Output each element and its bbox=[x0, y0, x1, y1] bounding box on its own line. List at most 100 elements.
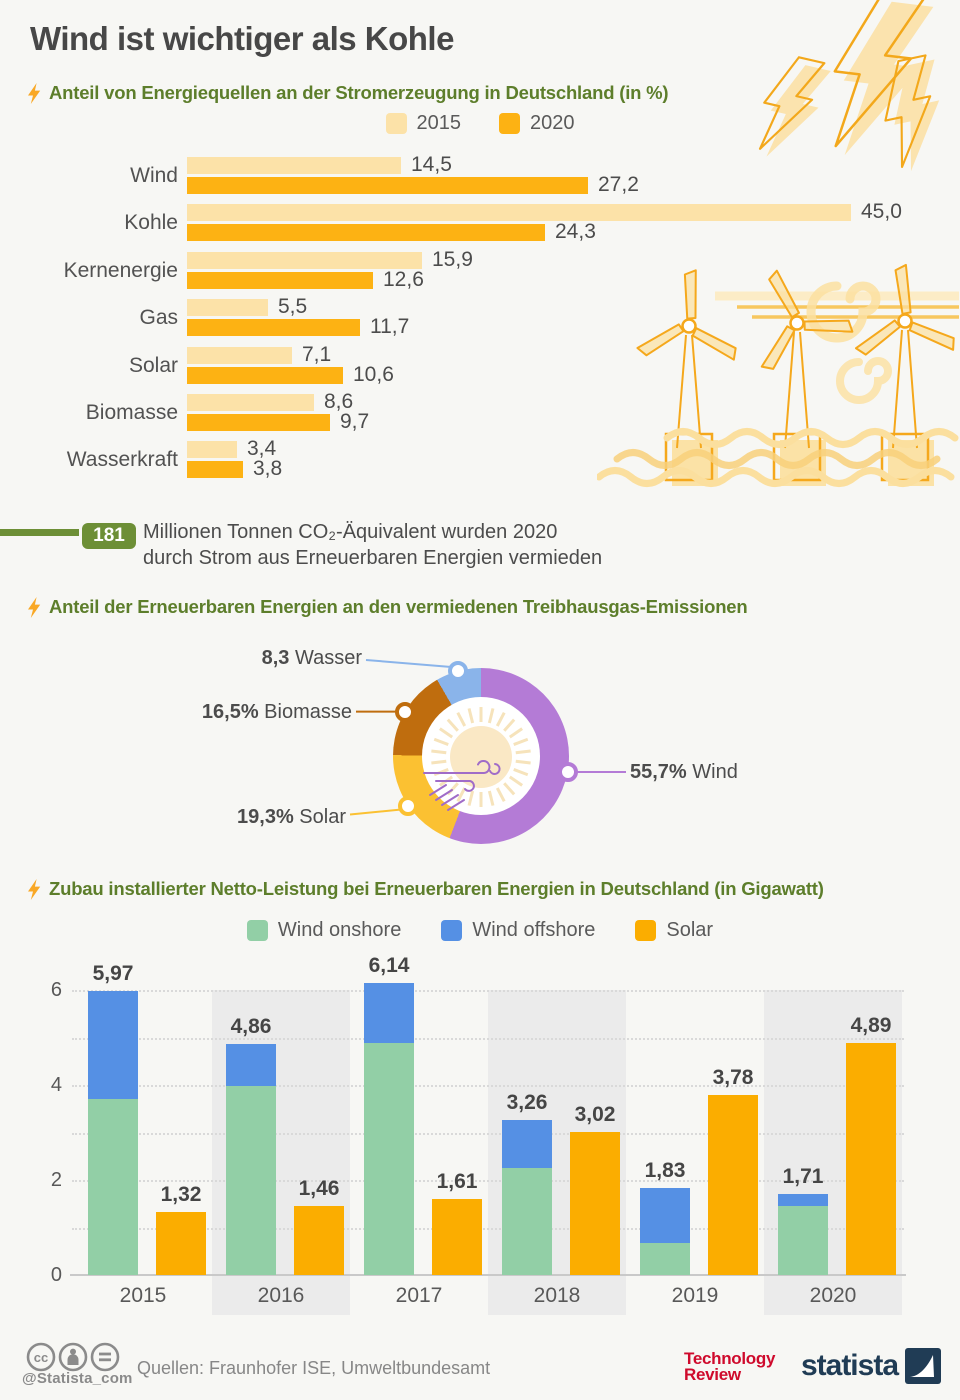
xtick-2017: 2017 bbox=[395, 1284, 443, 1307]
bar-wind-onshore-2019 bbox=[640, 1243, 690, 1275]
bar-value-label: 3,4 bbox=[247, 437, 277, 461]
bar-value-label: 7,1 bbox=[302, 342, 332, 366]
bar-2015-Wasserkraft bbox=[187, 441, 237, 459]
bar-2020-Solar bbox=[187, 366, 343, 384]
callout-value-badge: 181 bbox=[82, 523, 136, 549]
xtick-2020: 2020 bbox=[809, 1284, 857, 1307]
bar-2015-Solar bbox=[187, 346, 292, 364]
bar-wind-offshore-2016 bbox=[226, 1044, 276, 1086]
gridline-2 bbox=[72, 1180, 904, 1182]
bar-solar-2018 bbox=[570, 1131, 620, 1275]
category-label: Gas bbox=[139, 306, 178, 330]
bar-wind-onshore-2017 bbox=[364, 1043, 414, 1275]
donut-label-biomasse: 16,5% Biomasse bbox=[201, 700, 352, 723]
donut-label-solar: 19,3% Solar bbox=[237, 805, 346, 828]
xtick-2018: 2018 bbox=[533, 1284, 581, 1307]
bar-wind-onshore-2018 bbox=[502, 1168, 552, 1275]
cc-glyph: cc bbox=[34, 1350, 48, 1365]
solar-label-2015: 1,32 bbox=[160, 1183, 202, 1207]
legend-item-wind-onshore: Wind onshore bbox=[246, 919, 402, 942]
wind-total-label-2016: 4,86 bbox=[230, 1015, 272, 1039]
legend-swatch-wind-onshore bbox=[246, 920, 268, 941]
legend-label-wind-onshore: Wind onshore bbox=[277, 919, 402, 941]
donut-label-wasser: 8,3 Wasser bbox=[261, 646, 362, 669]
category-label: Wind bbox=[130, 164, 178, 187]
bar-solar-2019 bbox=[708, 1095, 758, 1275]
legend-label-2015: 2015 bbox=[416, 112, 462, 134]
cc-icon bbox=[26, 1342, 56, 1372]
wind-total-label-2018: 3,26 bbox=[506, 1091, 548, 1115]
bar-wind-onshore-2016 bbox=[226, 1085, 276, 1275]
attribution-icon bbox=[58, 1342, 88, 1372]
bar-value-label: 24,3 bbox=[555, 220, 596, 244]
bar-wind-onshore-2020 bbox=[778, 1205, 828, 1275]
bar-wind-offshore-2017 bbox=[364, 983, 414, 1044]
wind-total-label-2019: 1,83 bbox=[644, 1159, 686, 1183]
legend-swatch-2020 bbox=[499, 113, 520, 134]
bar-value-label: 12,6 bbox=[383, 267, 424, 291]
turbine-rotor-1 bbox=[636, 269, 737, 361]
bar-wind-offshore-2015 bbox=[88, 991, 138, 1100]
wind-total-label-2020: 1,71 bbox=[782, 1164, 824, 1188]
bar-solar-2016 bbox=[294, 1205, 344, 1275]
gridline-6 bbox=[72, 990, 904, 992]
bar-wind-offshore-2019 bbox=[640, 1188, 690, 1244]
wind-total-label-2017: 6,14 bbox=[368, 954, 410, 978]
section2-heading: Anteil der Erneuerbaren Energien an den … bbox=[28, 596, 748, 618]
callout-text-line1: Millionen Tonnen CO₂-Äquivalent wurden 2… bbox=[143, 521, 558, 543]
statista-logo-text: statista bbox=[800, 1349, 899, 1382]
partner-logo-line1: Technology bbox=[684, 1349, 776, 1368]
bar-solar-2017 bbox=[432, 1198, 482, 1275]
sources-text: Quellen: Fraunhofer ISE, Umweltbundesamt bbox=[137, 1358, 491, 1378]
bar-value-label: 27,2 bbox=[598, 173, 639, 196]
lightning-bolts-decoration bbox=[758, 0, 940, 172]
bar-value-label: 9,7 bbox=[340, 410, 370, 433]
solar-label-2020: 4,89 bbox=[850, 1013, 892, 1037]
bolt-icon bbox=[28, 82, 41, 104]
category-label: Kernenergie bbox=[63, 258, 178, 282]
donut-label-wind: 55,7% Wind bbox=[630, 760, 738, 783]
category-label: Wasserkraft bbox=[66, 448, 178, 472]
legend-label-wind-offshore: Wind offshore bbox=[472, 919, 596, 941]
section3-heading-text: Zubau installierter Netto-Leistung bei E… bbox=[49, 878, 824, 899]
legend-swatch-solar bbox=[635, 920, 657, 941]
bar-solar-2015 bbox=[156, 1212, 206, 1275]
legend-label-2020: 2020 bbox=[530, 112, 575, 134]
bolt-icon bbox=[28, 878, 41, 900]
bar-wind-onshore-2015 bbox=[88, 1099, 138, 1275]
bar-value-label: 45,0 bbox=[861, 200, 902, 224]
offshore-wind-turbines-illustration bbox=[597, 263, 959, 487]
technology-review-logo: Technology Review bbox=[684, 1349, 776, 1383]
gridline-5 bbox=[72, 1037, 904, 1040]
ytick-6: 6 bbox=[50, 979, 62, 1001]
legend-item-2020: 2020 bbox=[499, 112, 575, 135]
bar-value-label: 14,5 bbox=[411, 153, 452, 176]
legend-item-solar: Solar bbox=[635, 919, 713, 942]
bar-wind-offshore-2018 bbox=[502, 1120, 552, 1169]
category-label: Kohle bbox=[124, 211, 178, 235]
gridline-3 bbox=[72, 1132, 904, 1135]
section1-heading-text: Anteil von Energiequellen an der Stromer… bbox=[49, 82, 669, 103]
bar-2020-Gas bbox=[187, 319, 360, 337]
bar-solar-2020 bbox=[846, 1042, 896, 1275]
section2-heading-text: Anteil der Erneuerbaren Energien an den … bbox=[49, 596, 748, 617]
bar-wind-offshore-2020 bbox=[778, 1193, 828, 1206]
bar-value-label: 5,5 bbox=[278, 295, 308, 319]
bar-2015-Gas bbox=[187, 299, 268, 317]
solar-label-2019: 3,78 bbox=[712, 1066, 754, 1090]
year-band-2016 bbox=[212, 990, 350, 1315]
turbine-rotor-3 bbox=[854, 263, 955, 356]
bar-2015-Kernenergie bbox=[187, 251, 422, 269]
x-axis-line bbox=[70, 1274, 906, 1276]
legend-label-solar: Solar bbox=[666, 919, 714, 941]
statista-handle: @Statista_com bbox=[22, 1370, 133, 1387]
xtick-2016: 2016 bbox=[257, 1284, 305, 1307]
bar-2020-Wind bbox=[187, 177, 588, 194]
solar-label-2017: 1,61 bbox=[436, 1169, 478, 1193]
creative-commons-icons: cc bbox=[26, 1342, 120, 1372]
callout-text: Millionen Tonnen CO₂-Äquivalent wurden 2… bbox=[143, 519, 602, 571]
bar-2020-Wasserkraft bbox=[187, 461, 243, 479]
sun-wind-illustration bbox=[423, 707, 531, 811]
legend-swatch-wind-offshore bbox=[441, 920, 463, 941]
